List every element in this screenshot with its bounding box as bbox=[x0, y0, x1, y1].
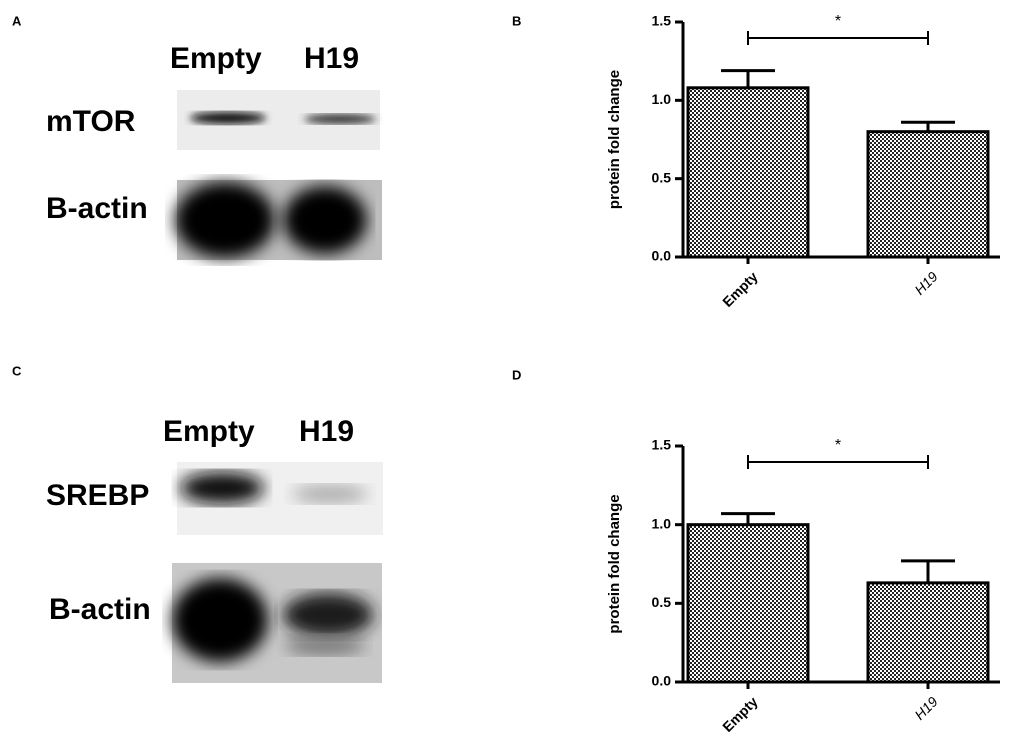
panel-label: D bbox=[512, 367, 521, 382]
x-tick-label: Empty bbox=[719, 693, 761, 735]
y-tick-label: 0.5 bbox=[652, 594, 672, 610]
blot bbox=[172, 462, 383, 683]
y-tick-label: 1.0 bbox=[652, 515, 672, 531]
x-tick-label: Empty bbox=[719, 268, 761, 310]
lane-label: H19 bbox=[304, 42, 359, 75]
lane-label: H19 bbox=[299, 415, 354, 448]
row-label: B-actin bbox=[46, 192, 148, 225]
lane-label: Empty bbox=[170, 42, 262, 75]
bar bbox=[866, 581, 990, 684]
bar bbox=[866, 130, 990, 259]
y-tick-label: 0.0 bbox=[652, 248, 672, 264]
row-label: SREBP bbox=[46, 479, 149, 512]
blot bbox=[175, 90, 382, 260]
row-label: mTOR bbox=[46, 105, 136, 138]
bar bbox=[686, 523, 810, 684]
y-tick-label: 1.0 bbox=[652, 91, 672, 107]
x-tick-label: H19 bbox=[911, 268, 941, 298]
panel-label: B bbox=[512, 13, 521, 28]
panel-label: C bbox=[12, 363, 22, 378]
y-tick-label: 1.5 bbox=[652, 437, 672, 453]
y-axis-label: protein fold change bbox=[606, 70, 623, 209]
lane-label: Empty bbox=[163, 415, 255, 448]
row-label: B-actin bbox=[49, 593, 151, 626]
y-tick-label: 0.5 bbox=[652, 169, 672, 185]
x-tick-label: H19 bbox=[911, 693, 941, 723]
bar bbox=[686, 86, 810, 259]
y-tick-label: 0.0 bbox=[652, 673, 672, 689]
y-axis-label: protein fold change bbox=[606, 494, 623, 633]
significance-label: * bbox=[835, 437, 841, 454]
panel-label: A bbox=[12, 13, 22, 28]
significance-label: * bbox=[835, 13, 841, 30]
y-tick-label: 1.5 bbox=[652, 13, 672, 29]
